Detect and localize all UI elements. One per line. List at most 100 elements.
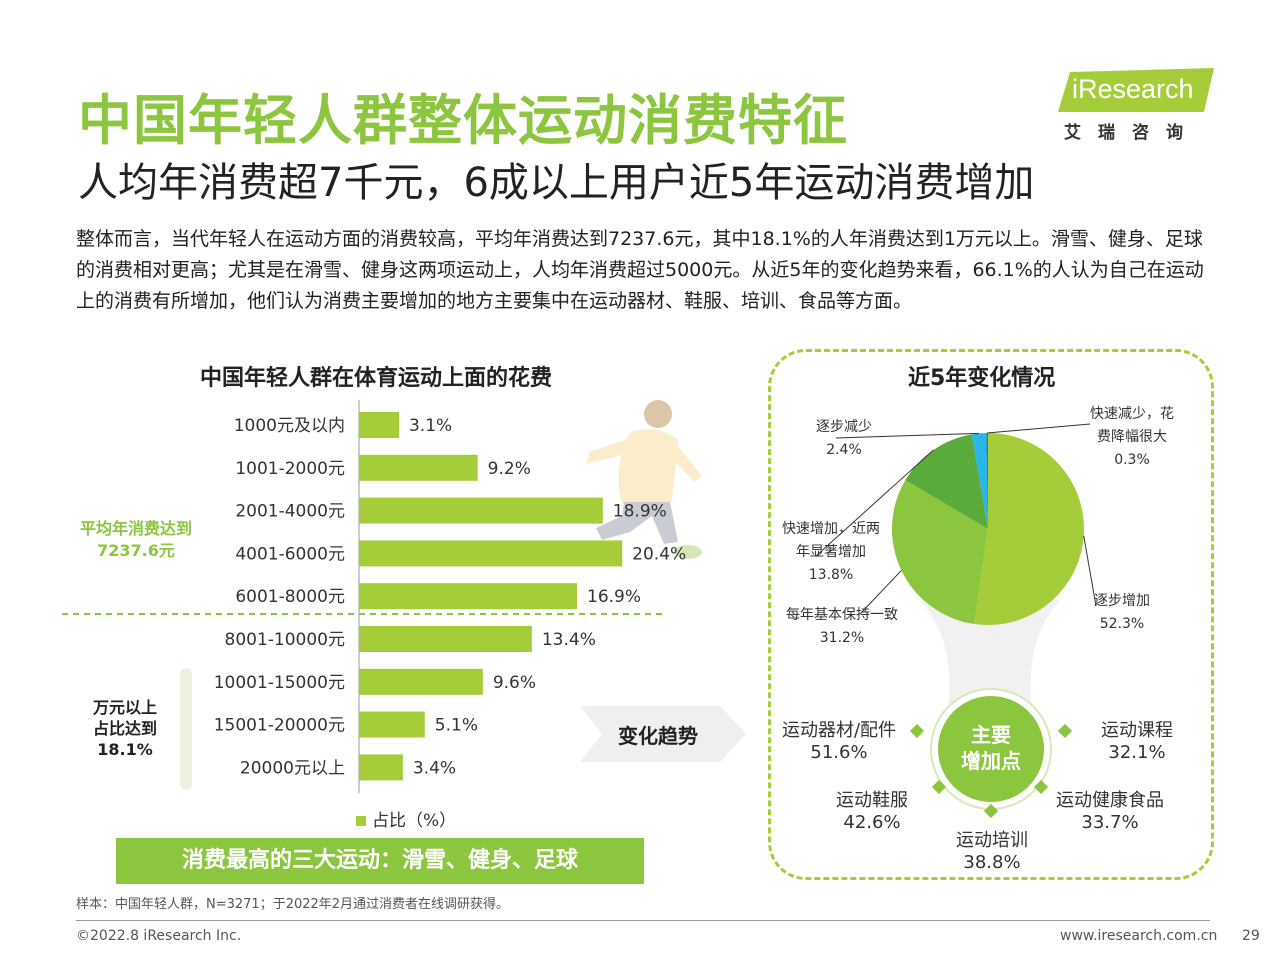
key-item-courses-label: 运动课程 [1101,720,1173,741]
bar-category-label: 6001-8000元 [235,587,345,607]
runner-illustration-icon [570,400,702,559]
bar-value-label: 20.4% [632,544,686,564]
bar-mark [359,626,532,652]
key-item-food-label: 运动健康食品 [1056,790,1164,811]
footer-divider [76,920,1210,921]
website-link[interactable]: www.iresearch.com.cn [1060,928,1218,944]
key-item-equipment: 运动器材/配件 51.6% [776,720,902,764]
bar-value-label: 13.4% [542,630,596,650]
bar-mark [359,754,403,781]
bar-mark [359,412,399,438]
pie-slice [905,434,988,529]
bar-mark [359,497,603,524]
key-center-line2: 增加点 [961,749,1021,773]
key-item-apparel: 运动鞋服 42.6% [826,790,918,834]
pie-label-stable-value: 31.2% [819,630,865,646]
wan-note: 万元以上 占比达到 18.1% [70,697,180,760]
pie-label-decrease-name: 逐步减少 [816,419,872,435]
pie-label-decrease: 逐步减少 2.4% [816,416,872,462]
legend-swatch-icon [356,816,366,826]
pie-leader-line [815,449,934,557]
trend-label: 变化趋势 [618,724,698,748]
bar-category-label: 8001-10000元 [225,630,345,650]
wan-note-line1: 万元以上 [92,698,157,717]
bar-mark [359,540,623,567]
pie-leader-line [1083,535,1097,607]
key-item-food: 运动健康食品 33.7% [1050,790,1170,834]
key-points-center: 主要 增加点 [932,690,1050,808]
pie-slice [986,433,988,529]
pie-leader-line [859,570,902,615]
key-item-equipment-value: 51.6% [810,742,868,763]
bar-category-label: 4001-6000元 [235,544,345,564]
bar-category-label: 10001-15000元 [214,673,345,693]
bar-category-label: 2001-4000元 [235,502,345,522]
logo-cn: 艾瑞咨询 [1064,123,1200,143]
key-item-equipment-label: 运动器材/配件 [781,720,897,741]
bar-legend: 占比（%） [356,806,456,831]
page-number: 29 [1242,928,1260,944]
funnel-shape-icon [920,600,1060,710]
pie-label-stable-name: 每年基本保持一致 [786,607,898,623]
intro-paragraph: 整体而言，当代年轻人在运动方面的消费较高，平均年消费达到7237.6元，其中18… [76,228,1204,312]
bar-chart: 1000元及以内 3.1% 1001-2000元 9.2% 2001-4000元 18.9… [214,400,686,794]
key-item-training-label: 运动培训 [956,830,1028,851]
wan-note-line3: 18.1% [97,740,153,759]
pie-label-stable: 每年基本保持一致 31.2% [786,604,898,650]
key-item-training: 运动培训 38.8% [946,830,1038,874]
bar-value-label: 16.9% [587,587,641,607]
bar-category-label: 15001-20000元 [214,716,345,736]
logo-text: iResearch [1072,74,1194,104]
pie-label-increase: 逐步增加 52.3% [1094,590,1150,636]
change-panel [768,349,1214,880]
pie-slice [892,480,988,624]
average-note-line2: 7237.6元 [97,541,175,560]
pie-slice [974,433,1084,625]
bar-category-label: 20000元以上 [240,758,345,778]
pie-slice [971,433,988,529]
pie-label-increase-name: 逐步增加 [1094,593,1150,609]
pie-label-increase-value: 52.3% [1099,616,1145,632]
bar-value-label: 18.9% [613,502,667,522]
bar-mark [359,454,478,481]
legend-label: 占比（%） [372,811,457,831]
logo-badge-icon [1058,68,1214,112]
pie-chart-title: 近5年变化情况 [908,366,1056,391]
pie-label-fast-decrease-line2: 费降幅很大 [1097,429,1167,445]
average-note-line1: 平均年消费达到 [79,519,192,538]
pie-leader-line [987,423,1091,434]
bar-mark [359,711,425,738]
key-item-courses: 运动课程 32.1% [1092,720,1182,764]
average-note: 平均年消费达到 7237.6元 [70,518,202,562]
footnote: 样本：中国年轻人群，N=3271；于2022年2月通过消费者在线调研获得。 [76,897,510,912]
average-divider [62,613,662,615]
page-subtitle: 人均年消费超7千元，6成以上用户近5年运动消费增加 [78,160,1035,206]
pie-chart [815,423,1097,625]
wan-bracket [180,668,192,790]
pie-leader-line [835,432,979,439]
pie-label-fast-decrease-line1: 快速减少，花 [1090,406,1174,422]
copyright: ©2022.8 iResearch Inc. [76,928,242,944]
bar-category-label: 1000元及以内 [234,416,345,436]
pie-label-fast-increase-line1: 快速增加，近两 [782,521,880,537]
pie-label-fast-decrease: 快速减少，花 费降幅很大 0.3% [1090,403,1174,472]
top-sports-banner: 消费最高的三大运动：滑雪、健身、足球 [116,838,644,884]
pie-label-fast-increase: 快速增加，近两 年显著增加 13.8% [782,518,880,587]
bar-mark [359,583,578,610]
trend-arrow-icon [580,706,746,762]
pie-label-fast-increase-line2: 年显著增加 [796,544,866,560]
bar-value-label: 9.2% [488,459,531,479]
bar-chart-title: 中国年轻人群在体育运动上面的花费 [200,366,553,391]
key-item-apparel-value: 42.6% [843,812,901,833]
bar-mark [359,668,483,695]
iresearch-logo: iResearch 艾瑞咨询 [1058,68,1216,143]
wan-note-line2: 占比达到 [92,719,157,738]
pie-label-fast-increase-value: 13.8% [808,567,854,583]
bar-value-label: 9.6% [493,673,536,693]
bar-value-label: 3.1% [409,416,452,436]
key-item-food-value: 33.7% [1081,812,1139,833]
key-item-apparel-label: 运动鞋服 [836,790,908,811]
key-points-center-label: 主要 增加点 [938,722,1044,774]
bar-value-label: 3.4% [413,758,456,778]
pie-label-fast-decrease-value: 0.3% [1114,452,1150,468]
